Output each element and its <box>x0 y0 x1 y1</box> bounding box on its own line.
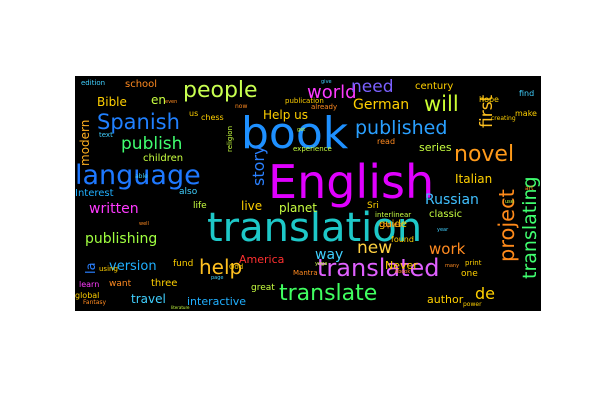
word-written: written <box>89 201 139 217</box>
word-english: English <box>268 155 435 209</box>
word-global: global <box>75 291 100 300</box>
word-give: give <box>321 79 332 85</box>
word-interactive: interactive <box>187 295 247 308</box>
word-modern: modern <box>78 119 92 166</box>
word-story: story <box>249 145 268 186</box>
word-publication: publication <box>285 97 324 105</box>
word-fund: fund <box>173 259 194 269</box>
word-three: three <box>151 278 178 289</box>
word-russian: Russian <box>425 192 479 208</box>
word-find: find <box>519 89 535 98</box>
word-translated: translated <box>317 254 440 282</box>
word-la: la <box>84 262 99 274</box>
word-able: able <box>135 173 148 180</box>
word-new: new <box>357 238 393 258</box>
word-also: also <box>179 187 198 197</box>
word-mantra: Mantra <box>293 269 318 277</box>
word-century: century <box>415 81 454 92</box>
word-life: life <box>193 201 207 211</box>
word-guide: guide <box>379 219 407 230</box>
word-never: Never <box>385 259 418 272</box>
word-translate: translate <box>279 281 378 306</box>
word-planet: planet <box>279 201 317 215</box>
word-text: text <box>99 131 113 139</box>
word-german: German <box>353 97 410 113</box>
word-help-us: Help us <box>263 108 309 122</box>
word-experience: experience <box>293 145 332 153</box>
word-spanish: Spanish <box>97 110 180 134</box>
word-yoga: yoga <box>315 261 328 267</box>
word-publishing: publishing <box>85 231 158 247</box>
word-learn: learn <box>79 280 100 289</box>
word-de: de <box>475 284 495 303</box>
word-page: page <box>211 275 224 281</box>
word-great: great <box>251 283 275 293</box>
word-well: well <box>139 221 149 227</box>
word-school: school <box>125 79 158 90</box>
word-print: print <box>465 259 482 267</box>
word-many: many <box>445 263 460 269</box>
word-want: want <box>109 279 132 289</box>
word-interlinear: interlinear <box>375 211 412 219</box>
word-live: live <box>241 199 263 213</box>
word-novel: novel <box>454 142 515 167</box>
word-us: us <box>189 109 199 118</box>
word-copies: copies <box>379 221 402 229</box>
word-using: using <box>99 265 118 273</box>
word-make: make <box>515 109 537 118</box>
word-people: people <box>183 78 258 103</box>
word-america: America <box>239 253 285 266</box>
word-travel: travel <box>131 292 166 306</box>
word-religion: religion <box>226 125 234 152</box>
word-literature: literature <box>171 305 190 310</box>
word-will: will <box>424 92 459 116</box>
word-help: help <box>199 255 243 279</box>
word-world: world <box>307 82 357 103</box>
word-way: way <box>315 247 344 263</box>
word-sri: Sri <box>367 201 379 211</box>
word-read: read <box>377 137 396 146</box>
word-children: children <box>143 153 184 164</box>
word-cloud: book English translation language transl… <box>75 76 541 311</box>
word-bible: Bible <box>97 95 127 109</box>
word-interest: Interest <box>75 188 114 199</box>
word-en: en <box>151 93 166 107</box>
word-published: published <box>355 117 448 139</box>
word-series: series <box>419 141 452 154</box>
word-language: language <box>75 160 201 191</box>
word-found: found <box>391 235 414 244</box>
word-need: need <box>351 77 394 97</box>
word-classic: classic <box>429 209 463 220</box>
word-author: author <box>427 293 464 306</box>
word-translation: translation <box>207 205 423 251</box>
word-chess: chess <box>201 113 224 122</box>
word-god: God <box>229 263 244 271</box>
word-now: now <box>235 103 248 110</box>
word-get: get <box>297 127 306 133</box>
word-book: book <box>241 108 349 159</box>
word-fantasy: Fantasy <box>83 299 107 306</box>
word-one: one <box>461 269 478 279</box>
word-version: version <box>109 259 157 274</box>
word-publish: publish <box>121 134 183 154</box>
word-creating: creating <box>491 115 516 122</box>
word-art: art <box>525 185 534 192</box>
word-italian: Italian <box>455 172 493 186</box>
word-work: work <box>429 240 466 258</box>
word-hope: hope <box>479 95 499 104</box>
word-year: year <box>437 227 449 233</box>
word-power: power <box>463 301 482 308</box>
word-already: already <box>311 103 338 111</box>
word-ebook: ebook <box>395 269 411 275</box>
word-edition: edition <box>81 79 106 87</box>
word-even: even <box>165 99 178 105</box>
word-use: use <box>505 199 514 205</box>
